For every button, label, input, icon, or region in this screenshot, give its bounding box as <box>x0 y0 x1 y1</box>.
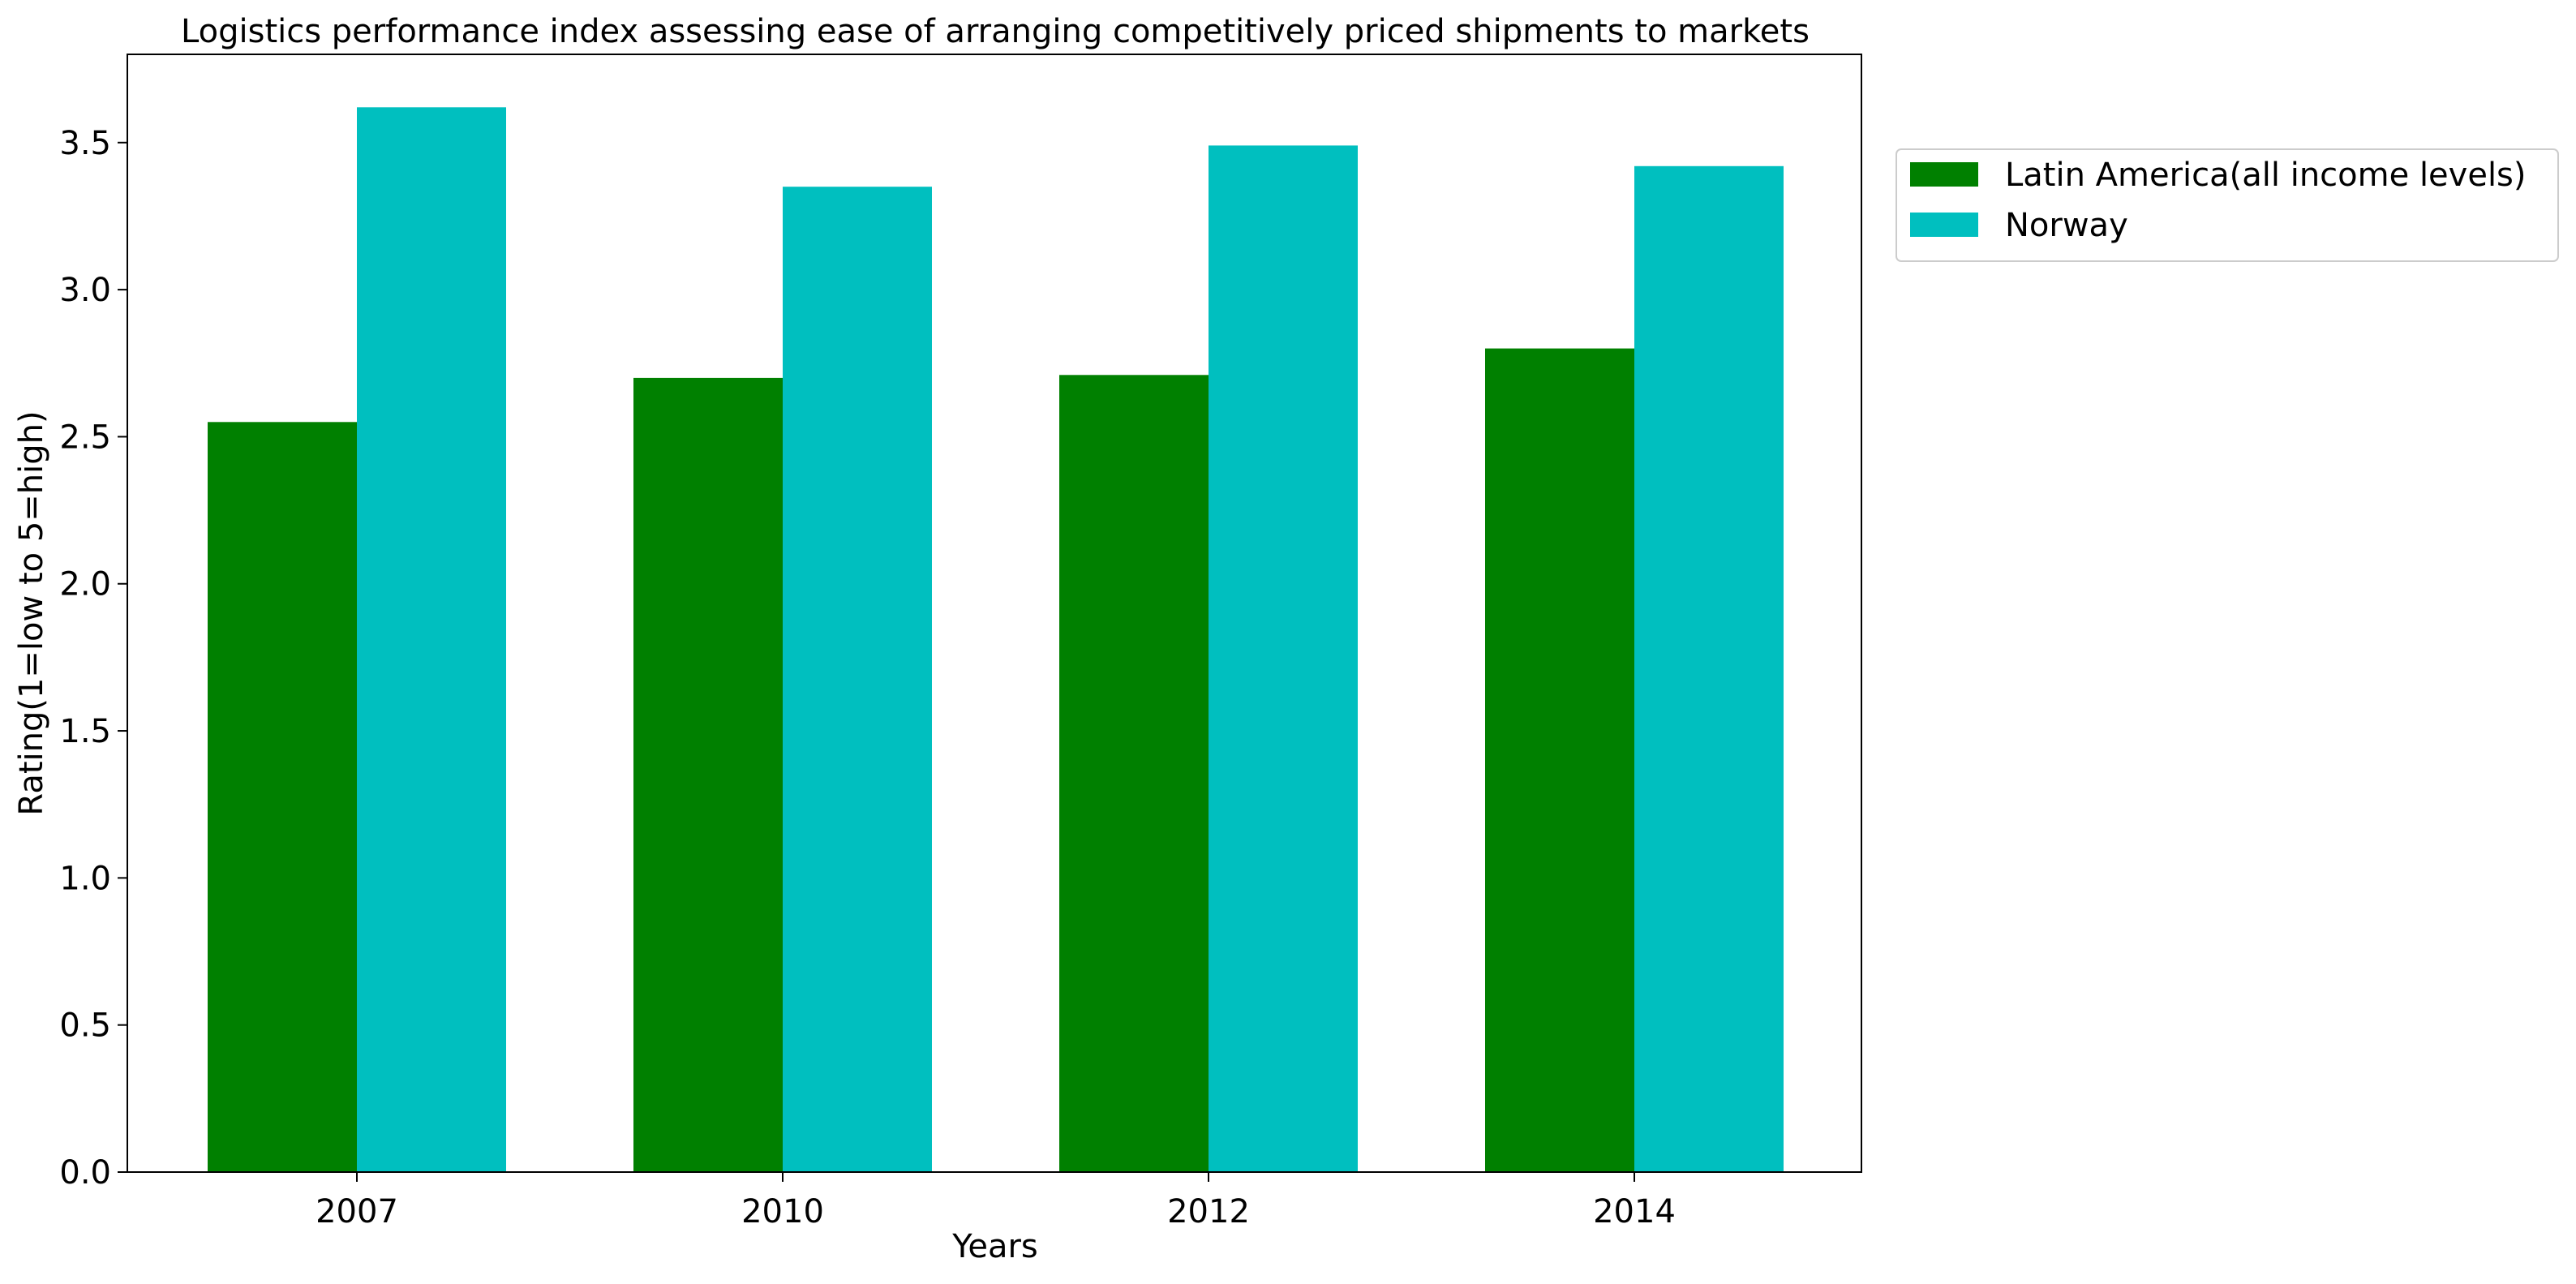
bar-2010-series-0 <box>633 377 783 1172</box>
y-tick-label: 0.0 <box>59 1154 111 1192</box>
plot-area <box>208 107 1784 1173</box>
y-tick-label: 2.5 <box>59 419 111 456</box>
x-tick-label: 2010 <box>741 1193 824 1230</box>
y-tick-label: 1.0 <box>59 860 111 897</box>
legend-items: Latin America(all income levels) Norway <box>1910 157 2527 244</box>
plot-frame <box>127 54 1862 1173</box>
bar-2012-series-1 <box>1209 145 1358 1172</box>
y-tick-label: 2.0 <box>59 566 111 603</box>
bar-2007-series-1 <box>357 107 506 1172</box>
x-axis: 2007 2010 2012 2014 <box>316 1172 1676 1230</box>
legend: Latin America(all income levels) Norway <box>1896 148 2559 262</box>
y-tick-label: 3.5 <box>59 125 111 162</box>
bar-2007-series-0 <box>208 422 357 1172</box>
legend-label-1: Norway <box>2005 207 2128 244</box>
bar-2012-series-0 <box>1059 375 1209 1172</box>
legend-frame <box>1896 148 2559 262</box>
x-tick-label: 2014 <box>1593 1193 1676 1230</box>
x-tick-label: 2012 <box>1167 1193 1250 1230</box>
bar-2014-series-1 <box>1634 165 1784 1172</box>
chart-title: Logistics performance index assessing ea… <box>181 13 1810 50</box>
legend-label-0: Latin America(all income levels) <box>2005 157 2527 194</box>
y-axis-title: Rating(1=low to 5=high) <box>13 410 50 815</box>
x-tick-label: 2007 <box>316 1193 398 1230</box>
y-axis: 0.0 0.5 1.0 1.5 2.0 2.5 3.0 3.5 <box>59 125 127 1192</box>
y-tick-label: 3.0 <box>59 272 111 309</box>
y-tick-label: 1.5 <box>59 713 111 750</box>
bar-2014-series-0 <box>1485 348 1634 1173</box>
legend-swatch-0 <box>1910 162 1978 187</box>
bar-2010-series-1 <box>783 187 932 1173</box>
x-axis-title: Years <box>951 1228 1038 1265</box>
y-tick-label: 0.5 <box>59 1007 111 1045</box>
legend-swatch-1 <box>1910 213 1978 237</box>
